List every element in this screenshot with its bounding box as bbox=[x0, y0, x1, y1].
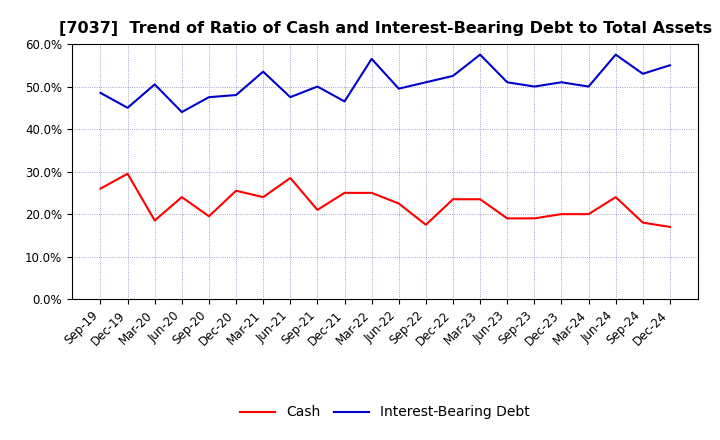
Interest-Bearing Debt bbox=[204, 95, 213, 100]
Interest-Bearing Debt bbox=[476, 52, 485, 57]
Cash bbox=[476, 197, 485, 202]
Cash bbox=[449, 197, 457, 202]
Interest-Bearing Debt bbox=[665, 62, 674, 68]
Interest-Bearing Debt bbox=[611, 52, 620, 57]
Line: Interest-Bearing Debt: Interest-Bearing Debt bbox=[101, 55, 670, 112]
Line: Cash: Cash bbox=[101, 174, 670, 227]
Interest-Bearing Debt bbox=[395, 86, 403, 92]
Title: [7037]  Trend of Ratio of Cash and Interest-Bearing Debt to Total Assets: [7037] Trend of Ratio of Cash and Intere… bbox=[58, 21, 712, 36]
Interest-Bearing Debt bbox=[584, 84, 593, 89]
Cash bbox=[395, 201, 403, 206]
Interest-Bearing Debt bbox=[232, 92, 240, 98]
Interest-Bearing Debt bbox=[313, 84, 322, 89]
Cash bbox=[313, 207, 322, 213]
Cash bbox=[178, 194, 186, 200]
Interest-Bearing Debt bbox=[557, 80, 566, 85]
Interest-Bearing Debt bbox=[503, 80, 511, 85]
Cash bbox=[421, 222, 430, 227]
Cash bbox=[286, 176, 294, 181]
Interest-Bearing Debt bbox=[123, 105, 132, 110]
Legend: Cash, Interest-Bearing Debt: Cash, Interest-Bearing Debt bbox=[235, 400, 536, 425]
Cash bbox=[96, 186, 105, 191]
Cash bbox=[150, 218, 159, 223]
Cash bbox=[503, 216, 511, 221]
Cash bbox=[639, 220, 647, 225]
Cash bbox=[341, 190, 349, 195]
Cash bbox=[665, 224, 674, 230]
Cash bbox=[232, 188, 240, 194]
Interest-Bearing Debt bbox=[367, 56, 376, 62]
Interest-Bearing Debt bbox=[421, 80, 430, 85]
Cash bbox=[557, 212, 566, 217]
Interest-Bearing Debt bbox=[259, 69, 268, 74]
Cash bbox=[584, 212, 593, 217]
Interest-Bearing Debt bbox=[286, 95, 294, 100]
Interest-Bearing Debt bbox=[150, 82, 159, 87]
Interest-Bearing Debt bbox=[178, 110, 186, 115]
Cash bbox=[367, 190, 376, 195]
Interest-Bearing Debt bbox=[639, 71, 647, 77]
Interest-Bearing Debt bbox=[449, 73, 457, 78]
Interest-Bearing Debt bbox=[341, 99, 349, 104]
Cash bbox=[611, 194, 620, 200]
Cash bbox=[123, 171, 132, 176]
Interest-Bearing Debt bbox=[530, 84, 539, 89]
Cash bbox=[530, 216, 539, 221]
Cash bbox=[259, 194, 268, 200]
Interest-Bearing Debt bbox=[96, 90, 105, 95]
Cash bbox=[204, 214, 213, 219]
